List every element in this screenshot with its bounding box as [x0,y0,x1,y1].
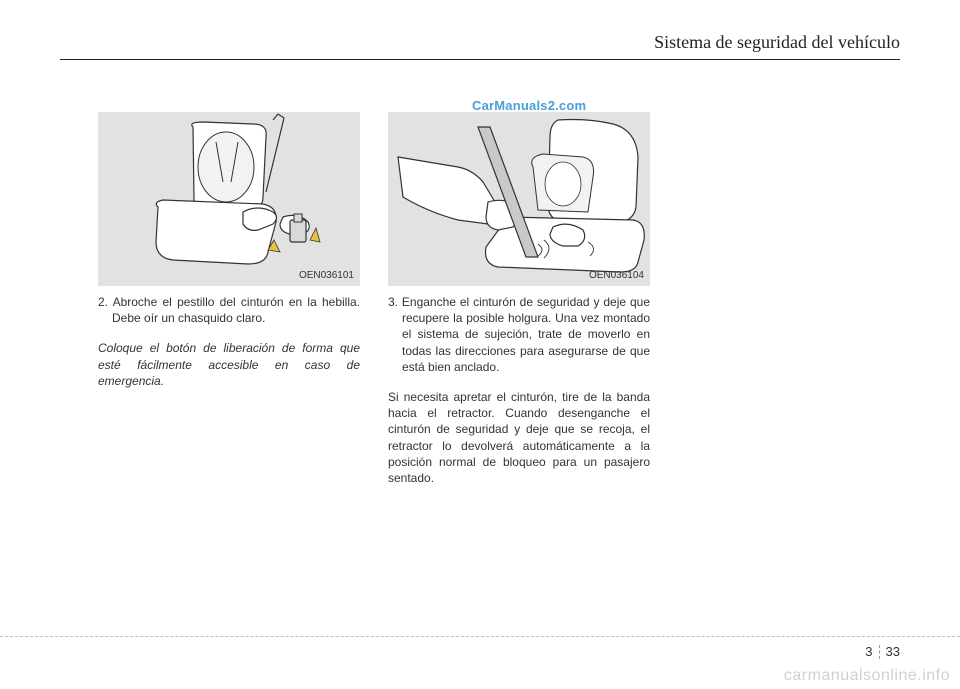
figure-1-caption: OEN036101 [299,269,354,283]
page-in-chapter: 33 [886,644,900,659]
release-button-note: Coloque el botón de liberación de forma … [98,340,360,389]
chapter-number: 3 [865,644,872,659]
figure-1: OEN036101 [98,112,360,286]
child-seat-buckle-illustration [98,112,360,286]
step-2-text: 2. Abroche el pestillo del cinturón en l… [98,294,360,326]
step-3-text: 3. Enganche el cinturón de seguridad y d… [388,294,650,375]
child-seat-tighten-illustration [388,112,650,286]
retractor-paragraph: Si necesita apretar el cinturón, tire de… [388,389,650,486]
column-left: OEN036101 2. Abroche el pestillo del cin… [98,112,360,500]
section-title: Sistema de seguridad del vehículo [654,32,900,52]
figure-2: OEN036104 [388,112,650,286]
page-number-separator [879,645,880,659]
column-middle: OEN036104 3. Enganche el cinturón de seg… [388,112,650,500]
figure-2-caption: OEN036104 [589,269,644,283]
page-number: 3 33 [865,644,900,659]
watermark-bottom: carmanualsonline.info [784,667,950,685]
page-cut-line [0,636,960,637]
watermark-top: CarManuals2.com [472,98,586,113]
section-header: Sistema de seguridad del vehículo [60,32,900,60]
content-columns: OEN036101 2. Abroche el pestillo del cin… [98,112,900,500]
column-right [678,112,900,500]
